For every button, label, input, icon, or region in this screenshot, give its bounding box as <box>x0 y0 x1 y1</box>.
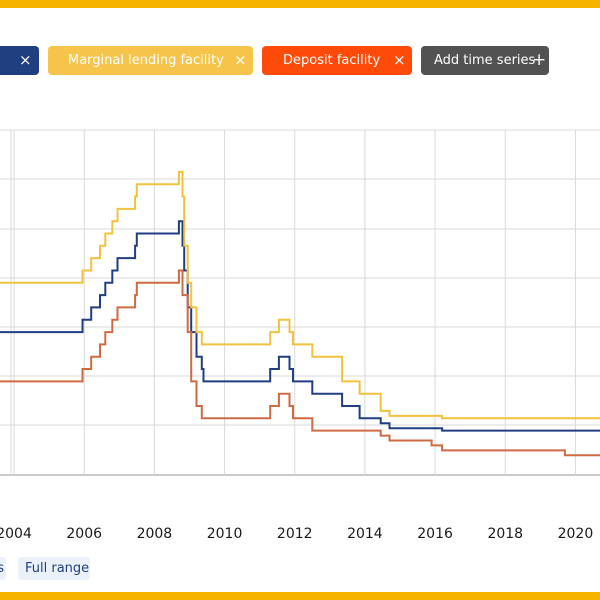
series-line-marginal_lending <box>0 170 600 420</box>
add-time-series-button[interactable]: Add time series + <box>421 46 549 75</box>
chip-label: Add time series <box>434 53 536 68</box>
x-tick-label: 2014 <box>347 526 383 542</box>
x-tick-label: 2008 <box>137 526 173 542</box>
bottom-frame-bar <box>0 592 600 600</box>
close-icon[interactable]: × <box>234 51 247 69</box>
x-tick-label: 2016 <box>417 526 453 542</box>
chip-label: Marginal lending facility <box>68 53 224 68</box>
top-frame-bar <box>0 0 600 8</box>
x-tick-label: 2020 <box>558 526 594 542</box>
series-line-main_refinancing <box>0 220 600 432</box>
x-tick-label: 2004 <box>0 526 32 542</box>
close-icon[interactable]: × <box>393 51 406 69</box>
main-refinancing-chip[interactable]: × <box>0 46 39 75</box>
x-tick-label: 2018 <box>487 526 523 542</box>
full-range-button[interactable]: Full range <box>18 557 90 580</box>
range-button-previous[interactable]: s <box>0 557 6 580</box>
series-line-deposit <box>0 269 600 457</box>
close-icon[interactable]: × <box>19 51 32 69</box>
x-tick-label: 2010 <box>207 526 243 542</box>
chip-label: Deposit facility <box>283 53 381 68</box>
marginal-lending-facility-chip[interactable]: Marginal lending facility × <box>48 46 253 75</box>
plus-icon: + <box>532 50 547 70</box>
deposit-facility-chip[interactable]: Deposit facility × <box>262 46 412 75</box>
x-tick-label: 2006 <box>66 526 102 542</box>
x-tick-label: 2012 <box>277 526 313 542</box>
